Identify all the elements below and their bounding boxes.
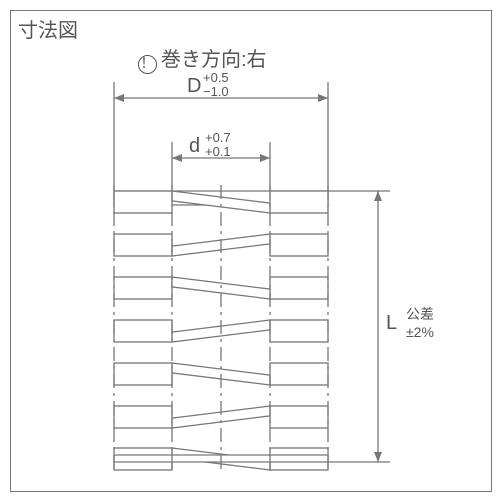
- svg-text:公差: 公差: [406, 306, 434, 322]
- svg-text:+0.1: +0.1: [205, 144, 231, 159]
- dimension-drawing: D+0.5−1.0 d +0.7+0.1 L 公差 ±2%: [48, 58, 458, 478]
- svg-text:+0.5: +0.5: [203, 70, 229, 85]
- svg-text:+0.7: +0.7: [205, 130, 231, 145]
- diagram-title: 寸法図: [18, 14, 78, 43]
- svg-text:±2%: ±2%: [406, 324, 434, 340]
- svg-text:L: L: [386, 312, 397, 334]
- svg-text:−1.0: −1.0: [203, 84, 229, 99]
- svg-text:d: d: [189, 135, 200, 157]
- svg-text:D: D: [187, 75, 201, 97]
